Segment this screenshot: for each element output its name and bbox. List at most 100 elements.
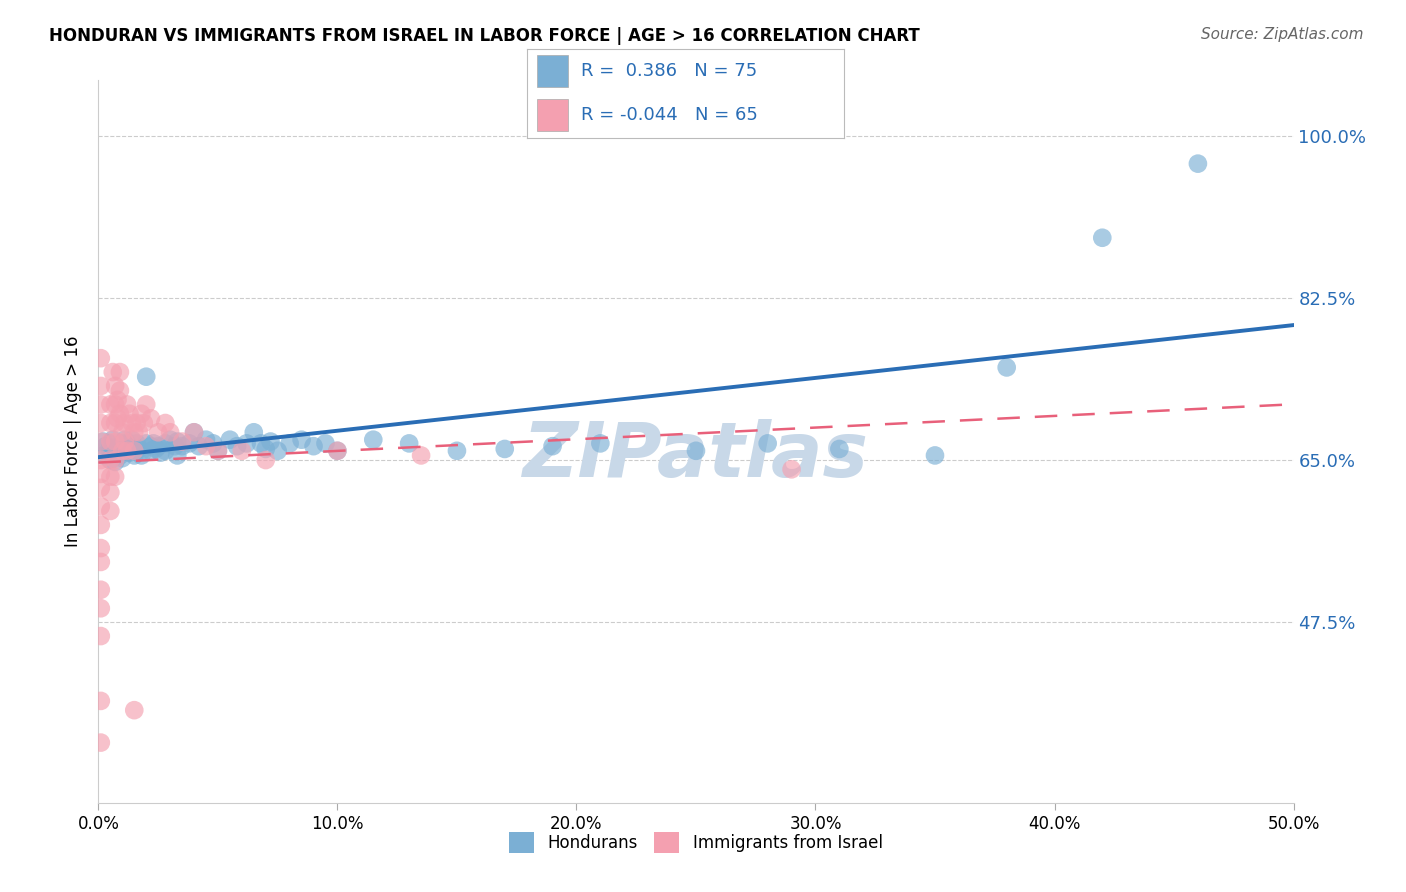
Point: [828, 442, 851, 456]
Point: [121, 433, 143, 447]
Point: [111, 443, 134, 458]
Point: [131, 407, 153, 421]
Point: [131, 449, 153, 463]
Point: [114, 434, 136, 449]
Point: [139, 443, 162, 458]
Point: [267, 443, 290, 458]
Point: [115, 443, 138, 458]
Point: [107, 439, 129, 453]
Point: [195, 439, 218, 453]
Point: [108, 449, 131, 463]
Point: [114, 439, 136, 453]
Point: [98, 397, 122, 411]
Point: [111, 436, 134, 450]
Point: [207, 443, 229, 458]
Point: [142, 436, 165, 450]
Point: [90, 481, 112, 495]
Point: [166, 434, 188, 449]
Point: [411, 449, 433, 463]
Point: [128, 425, 150, 440]
Point: [207, 443, 229, 458]
Point: [179, 436, 201, 450]
Point: [90, 500, 112, 514]
Point: [98, 485, 122, 500]
Point: [159, 425, 181, 440]
Text: HONDURAN VS IMMIGRANTS FROM ISRAEL IN LABOR FORCE | AGE > 16 CORRELATION CHART: HONDURAN VS IMMIGRANTS FROM ISRAEL IN LA…: [49, 27, 920, 45]
Point: [114, 433, 136, 447]
Point: [90, 629, 112, 643]
Point: [124, 703, 146, 717]
Point: [326, 443, 349, 458]
Point: [90, 453, 112, 467]
Point: [91, 434, 114, 449]
Point: [155, 416, 177, 430]
Point: [104, 469, 127, 483]
Point: [104, 453, 127, 467]
Point: [90, 582, 112, 597]
Point: [118, 445, 141, 459]
Point: [98, 436, 122, 450]
Point: [149, 445, 172, 459]
Point: [172, 439, 194, 453]
Point: [135, 369, 157, 384]
Point: [589, 436, 612, 450]
Point: [104, 379, 127, 393]
Point: [494, 442, 516, 456]
Point: [108, 384, 131, 398]
Point: [111, 425, 134, 440]
Text: R = -0.044   N = 65: R = -0.044 N = 65: [581, 106, 758, 124]
Point: [90, 555, 112, 569]
Point: [118, 407, 141, 421]
Point: [90, 541, 112, 555]
Point: [98, 504, 122, 518]
Point: [163, 439, 186, 453]
Point: [124, 449, 146, 463]
Point: [254, 442, 277, 456]
Point: [148, 439, 170, 453]
Point: [243, 425, 266, 440]
Point: [302, 439, 325, 453]
Point: [104, 416, 127, 430]
Bar: [537, 99, 568, 131]
Point: [90, 434, 112, 449]
Point: [278, 436, 301, 450]
Point: [104, 434, 127, 449]
Point: [145, 442, 167, 456]
Point: [98, 443, 122, 458]
Point: [756, 436, 779, 450]
Point: [202, 436, 225, 450]
Y-axis label: In Labor Force | Age > 16: In Labor Force | Age > 16: [65, 335, 83, 548]
Point: [91, 449, 114, 463]
Point: [90, 351, 112, 366]
Point: [98, 434, 122, 449]
Point: [187, 439, 209, 453]
Point: [541, 439, 564, 453]
Point: [90, 694, 112, 708]
Point: [135, 436, 157, 450]
Point: [166, 449, 188, 463]
Point: [101, 433, 124, 447]
Point: [254, 453, 277, 467]
Point: [90, 397, 112, 411]
Point: [155, 436, 177, 450]
Point: [291, 433, 314, 447]
Point: [90, 517, 112, 532]
Point: [124, 443, 146, 458]
Point: [219, 433, 242, 447]
Point: [107, 392, 129, 407]
Point: [1187, 156, 1209, 170]
Point: [132, 416, 155, 430]
Point: [226, 439, 249, 453]
Point: [90, 416, 112, 430]
Point: [90, 601, 112, 615]
Point: [108, 365, 131, 379]
Text: ZIPatlas: ZIPatlas: [523, 419, 869, 493]
Point: [125, 436, 148, 450]
Point: [172, 434, 194, 449]
Point: [195, 433, 218, 447]
Point: [780, 462, 803, 476]
Point: [124, 443, 146, 458]
Point: [98, 453, 122, 467]
Text: Source: ZipAtlas.com: Source: ZipAtlas.com: [1201, 27, 1364, 42]
Point: [250, 436, 273, 450]
